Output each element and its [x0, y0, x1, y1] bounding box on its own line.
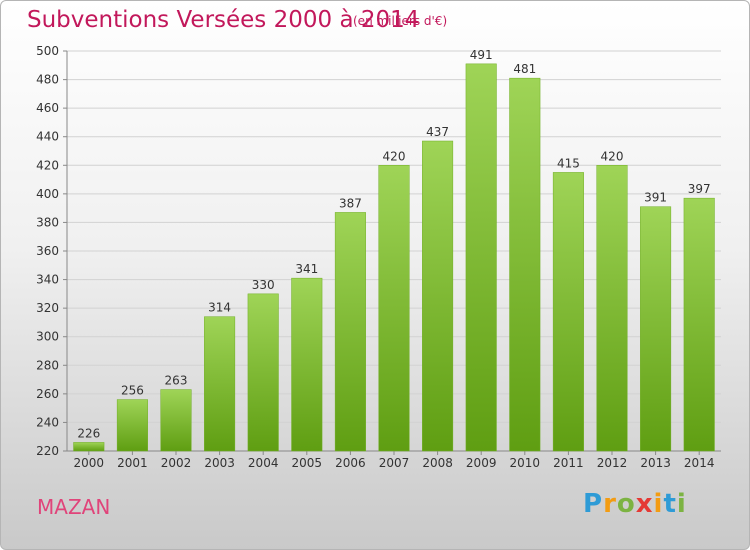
data-label-2005: 341: [295, 262, 318, 276]
data-label-2004: 330: [252, 278, 275, 292]
y-tick-label: 460: [36, 101, 59, 115]
x-tick-label-2010: 2010: [510, 456, 541, 470]
bar-2011: [552, 172, 584, 452]
y-tick-label: 380: [36, 215, 59, 229]
data-label-2014: 397: [688, 182, 711, 196]
proxiti-logo: Proxiti: [583, 489, 687, 519]
x-tick-label-2005: 2005: [292, 456, 323, 470]
commune-name: MAZAN: [37, 495, 111, 519]
y-tick-label: 440: [36, 130, 59, 144]
data-label-2000: 226: [77, 426, 100, 440]
data-label-2003: 314: [208, 301, 231, 315]
y-tick-label: 220: [36, 444, 59, 458]
bar-2007: [378, 165, 410, 452]
y-tick-label: 400: [36, 187, 59, 201]
logo-letter: r: [603, 489, 617, 519]
data-label-2009: 491: [470, 48, 493, 62]
chart-subtitle: (en milliers d'€): [353, 14, 448, 28]
x-tick-label-2002: 2002: [161, 456, 192, 470]
x-tick-label-2011: 2011: [553, 456, 584, 470]
bar-2006: [334, 212, 366, 452]
logo-letter: x: [635, 489, 654, 519]
bar-2013: [640, 206, 672, 452]
bar-2008: [422, 140, 454, 452]
x-tick-label-2013: 2013: [640, 456, 671, 470]
bar-2009: [465, 63, 497, 452]
logo-letter: o: [616, 489, 636, 519]
bar-2010: [509, 77, 541, 452]
x-tick-label-2009: 2009: [466, 456, 497, 470]
bar-2001: [116, 399, 148, 452]
x-tick-label-2012: 2012: [597, 456, 628, 470]
y-tick-label: 260: [36, 387, 59, 401]
bar-2014: [683, 197, 715, 452]
y-tick-label: 280: [36, 358, 59, 372]
y-tick-label: 320: [36, 301, 59, 315]
data-label-2007: 420: [383, 149, 406, 163]
x-tick-label-2001: 2001: [117, 456, 148, 470]
x-tick-label-2003: 2003: [204, 456, 235, 470]
bar-2004: [247, 293, 279, 452]
y-tick-label: 300: [36, 330, 59, 344]
data-label-2006: 387: [339, 196, 362, 210]
data-label-2011: 415: [557, 156, 580, 170]
bar-2003: [204, 316, 236, 452]
logo-letter: P: [583, 489, 604, 519]
y-tick-label: 500: [36, 44, 59, 58]
data-label-2012: 420: [601, 149, 624, 163]
bar-2000: [73, 442, 105, 452]
bar-2005: [291, 277, 323, 452]
y-tick-label: 480: [36, 73, 59, 87]
y-tick-label: 240: [36, 415, 59, 429]
x-tick-label-2000: 2000: [74, 456, 105, 470]
x-tick-label-2006: 2006: [335, 456, 366, 470]
bar-2012: [596, 165, 628, 452]
x-tick-label-2007: 2007: [379, 456, 410, 470]
data-label-2002: 263: [165, 374, 188, 388]
x-tick-label-2014: 2014: [684, 456, 715, 470]
y-tick-label: 420: [36, 158, 59, 172]
y-tick-label: 360: [36, 244, 59, 258]
logo-letter: i: [676, 489, 687, 519]
logo-letter: i: [653, 489, 664, 519]
data-label-2013: 391: [644, 191, 667, 205]
data-label-2001: 256: [121, 384, 144, 398]
bar-2002: [160, 389, 192, 452]
y-tick-label: 340: [36, 273, 59, 287]
data-label-2010: 481: [513, 62, 536, 76]
data-label-2008: 437: [426, 125, 449, 139]
x-tick-label-2008: 2008: [422, 456, 453, 470]
chart-title: Subventions Versées 2000 à 2014: [27, 7, 420, 33]
logo-letter: t: [663, 489, 677, 519]
x-tick-label-2004: 2004: [248, 456, 279, 470]
